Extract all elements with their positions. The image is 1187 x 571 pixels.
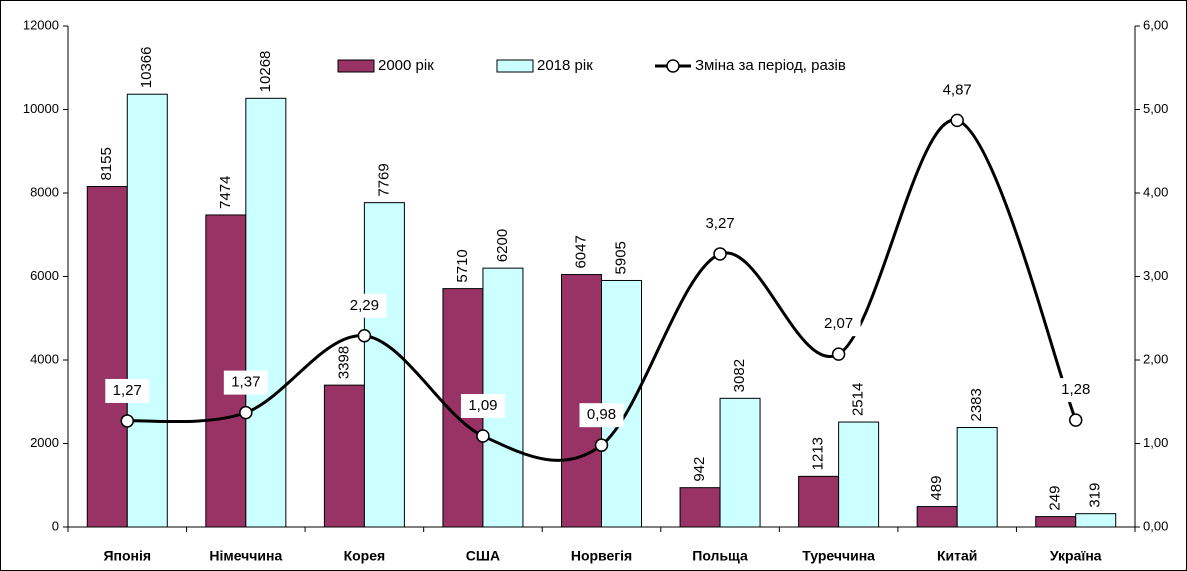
line-value-label: 1,28: [1061, 381, 1090, 398]
label-box: [342, 293, 387, 318]
bar: [679, 487, 721, 528]
bar: [86, 186, 128, 528]
line-value-label: 2,29: [350, 297, 379, 314]
line-marker: [120, 414, 135, 428]
y2-tick-label: 1,00: [1143, 435, 1168, 450]
y2-tick-label: 3,00: [1143, 268, 1168, 283]
line-value-label: 1,27: [113, 382, 142, 399]
line-value-label: 1,37: [231, 374, 260, 391]
bar-value-label: 10268: [257, 51, 274, 93]
bar: [126, 93, 168, 528]
label-box: [1053, 378, 1098, 403]
bar-value-label: 6200: [494, 229, 511, 262]
y-tick-label: 12000: [23, 17, 59, 32]
bar: [798, 475, 840, 528]
y2-tick-label: 0,00: [1143, 518, 1168, 533]
line-marker: [239, 405, 253, 420]
bar: [838, 421, 880, 528]
x-tick-label: Корея: [344, 548, 386, 564]
bar: [323, 384, 365, 528]
bar-value-label: 489: [928, 476, 945, 501]
bar-value-label: 2514: [850, 383, 867, 416]
label-box: [223, 370, 268, 395]
bar: [1035, 516, 1077, 528]
y-tick-label: 8000: [30, 184, 59, 199]
label-box: [460, 393, 505, 418]
bar-value-label: 3398: [335, 346, 352, 379]
x-tick-label: Японія: [103, 548, 151, 564]
legend-label: 2018 рік: [537, 57, 593, 74]
legend-swatch: [496, 59, 534, 73]
bar-value-label: 1213: [810, 437, 827, 470]
label-box: [579, 403, 624, 428]
label-box: [935, 78, 980, 103]
label-box: [105, 378, 150, 403]
x-tick-label: Україна: [1050, 548, 1102, 564]
bar-value-label: 2383: [968, 388, 985, 421]
x-tick-label: Польща: [692, 548, 748, 564]
bar: [245, 97, 287, 528]
legend-label: 2000 рік: [378, 57, 434, 74]
y-tick-label: 0: [52, 518, 59, 533]
x-tick-label: Китай: [937, 548, 977, 564]
bar-value-label: 5710: [454, 249, 471, 282]
line-marker: [713, 247, 727, 261]
line-marker: [476, 429, 490, 443]
bar-value-label: 6047: [572, 235, 589, 268]
line-value-label: 0,98: [587, 406, 616, 423]
bar-value-label: 8155: [98, 147, 115, 180]
bar-value-label: 249: [1047, 486, 1064, 511]
label-box: [698, 211, 743, 236]
bar-value-label: 10366: [138, 47, 155, 89]
bar: [1075, 513, 1117, 528]
y-tick-label: 2000: [30, 435, 59, 450]
bar: [916, 506, 958, 528]
legend-label: Зміна за період, разів: [695, 57, 846, 74]
bar-value-label: 7769: [375, 163, 392, 196]
line-value-label: 4,87: [943, 81, 972, 98]
line-marker: [357, 329, 372, 343]
line-marker: [831, 347, 846, 361]
bar-value-label: 7474: [217, 176, 234, 209]
line-marker: [1068, 413, 1083, 427]
legend-marker: [666, 59, 680, 73]
line-marker: [950, 113, 964, 128]
y2-tick-label: 2,00: [1143, 351, 1168, 366]
line-value-label: 3,27: [705, 215, 734, 232]
y-tick-label: 10000: [23, 101, 59, 116]
line-value-label: 2,07: [824, 315, 853, 332]
bar: [719, 397, 761, 528]
y-tick-label: 6000: [30, 268, 59, 283]
y2-tick-label: 5,00: [1143, 101, 1168, 116]
bar-value-label: 3082: [731, 359, 748, 392]
y-tick-label: 4000: [30, 351, 59, 366]
x-tick-label: Норвегія: [571, 548, 632, 564]
bar-value-label: 5905: [612, 241, 629, 274]
x-tick-label: Туреччина: [802, 548, 875, 564]
label-box: [816, 312, 861, 337]
y2-tick-label: 6,00: [1143, 17, 1168, 32]
line-marker: [594, 438, 609, 452]
bar: [561, 274, 602, 528]
x-tick-label: США: [466, 548, 500, 564]
bar: [956, 427, 998, 528]
line-value-label: 1,09: [468, 397, 497, 414]
y2-tick-label: 4,00: [1143, 184, 1168, 199]
bar: [363, 202, 405, 528]
bar-value-label: 319: [1087, 483, 1104, 508]
legend-swatch: [337, 59, 375, 73]
x-tick-label: Німеччина: [209, 548, 282, 564]
bar-value-label: 942: [691, 457, 708, 482]
